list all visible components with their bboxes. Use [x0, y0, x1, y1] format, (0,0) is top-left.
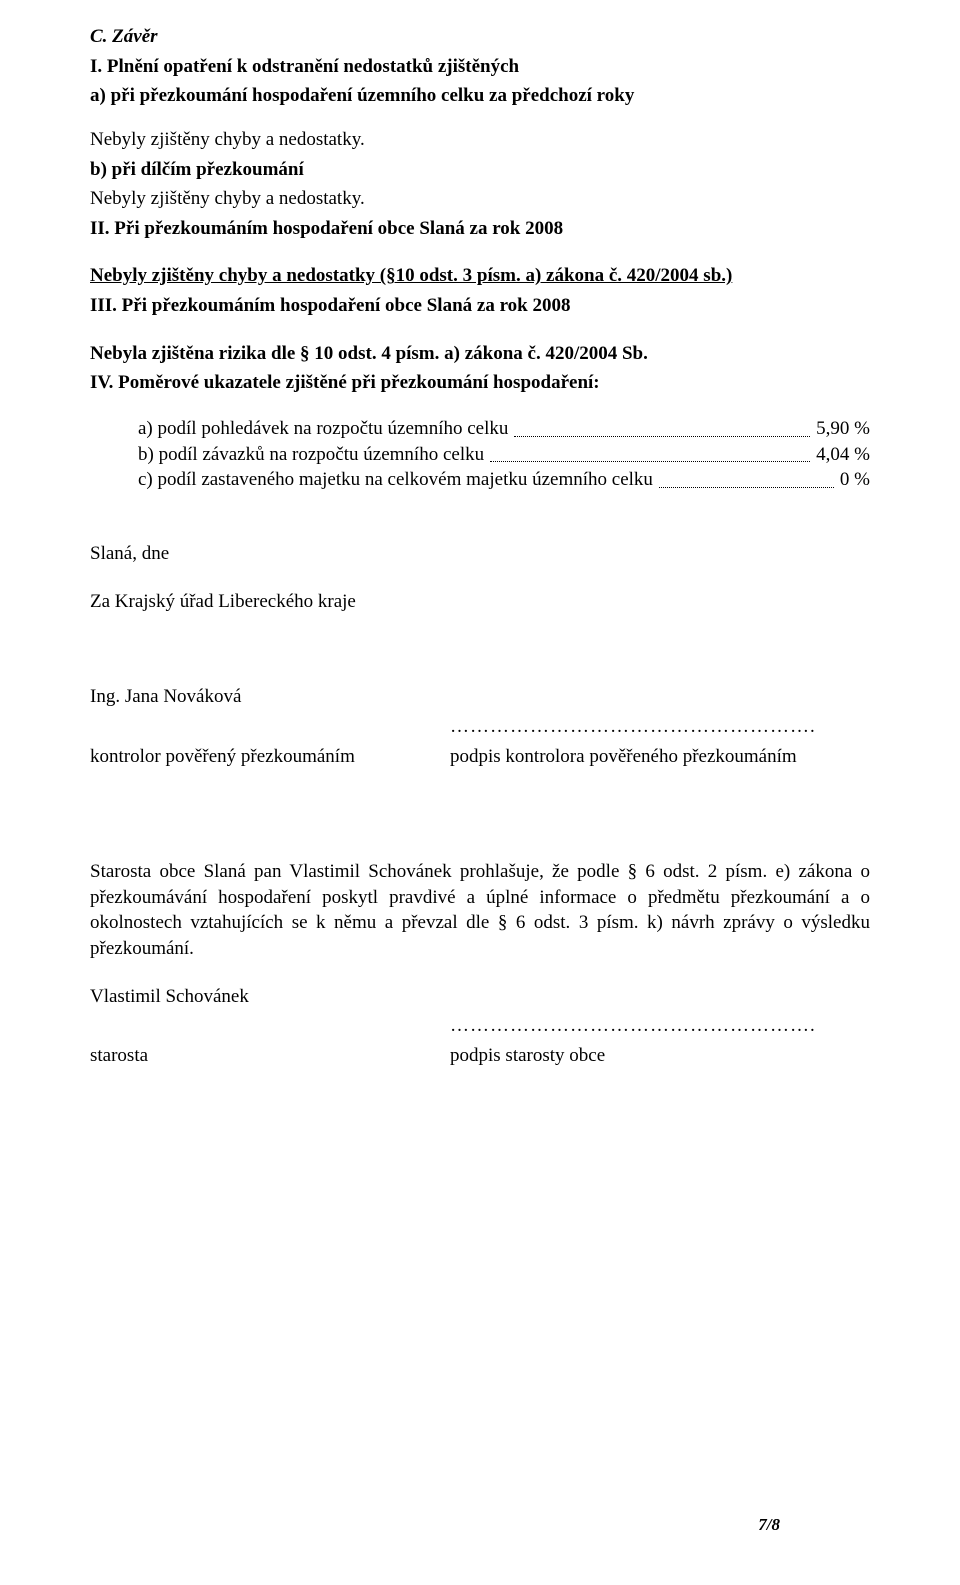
metric-label: c) podíl zastaveného majetku na celkovém… — [138, 467, 653, 493]
signature-caption-row: starosta podpis starosty obce — [90, 1043, 870, 1069]
metric-row: b) podíl závazků na rozpočtu územního ce… — [138, 442, 870, 468]
sec3-body: Nebyla zjištěna rizika dle § 10 odst. 4 … — [90, 341, 870, 367]
signer2-left — [90, 1013, 450, 1039]
signer2-role: starosta — [90, 1043, 450, 1069]
sec1-title: I. Plnění opatření k odstranění nedostat… — [90, 54, 870, 80]
sec2-title: II. Při přezkoumáním hospodaření obce Sl… — [90, 216, 870, 242]
signer1-name: Ing. Jana Nováková — [90, 684, 870, 710]
metric-dots — [514, 417, 810, 437]
signature-dots: ………………………………………………. — [450, 714, 870, 740]
declaration: Starosta obce Slaná pan Vlastimil Schová… — [90, 859, 870, 962]
sec1-b-body: Nebyly zjištěny chyby a nedostatky. — [90, 186, 870, 212]
office-line: Za Krajský úřad Libereckého kraje — [90, 589, 870, 615]
sec1-a-body: Nebyly zjištěny chyby a nedostatky. — [90, 127, 870, 153]
metric-row: c) podíl zastaveného majetku na celkovém… — [138, 467, 870, 493]
signer1-role: kontrolor pověřený přezkoumáním — [90, 744, 450, 770]
section-header: C. Závěr — [90, 24, 870, 50]
metric-row: a) podíl pohledávek na rozpočtu územního… — [138, 416, 870, 442]
signature-row: ………………………………………………. — [90, 714, 870, 740]
sec1-a-label: a) při přezkoumání hospodaření územního … — [90, 83, 870, 109]
sec2-body: Nebyly zjištěny chyby a nedostatky (§10 … — [90, 263, 870, 289]
metric-value: 0 % — [840, 467, 870, 493]
sec1-b-label: b) při dílčím přezkoumání — [90, 157, 870, 183]
signer1-caption: podpis kontrolora pověřeného přezkoumání… — [450, 744, 870, 770]
sec4-title: IV. Poměrové ukazatele zjištěné při přez… — [90, 370, 870, 396]
signature-dots: ………………………………………………. — [450, 1013, 870, 1039]
metric-dots — [659, 468, 834, 488]
metric-value: 5,90 % — [816, 416, 870, 442]
page-number: 7/8 — [758, 1514, 780, 1537]
metric-dots — [490, 442, 810, 462]
signer2-caption: podpis starosty obce — [450, 1043, 870, 1069]
metric-label: a) podíl pohledávek na rozpočtu územního… — [138, 416, 508, 442]
metric-value: 4,04 % — [816, 442, 870, 468]
signature-row: ………………………………………………. — [90, 1013, 870, 1039]
metric-label: b) podíl závazků na rozpočtu územního ce… — [138, 442, 484, 468]
signer1-left — [90, 714, 450, 740]
place-date: Slaná, dne — [90, 541, 870, 567]
signature-caption-row: kontrolor pověřený přezkoumáním podpis k… — [90, 744, 870, 770]
signer2-name: Vlastimil Schovánek — [90, 984, 870, 1010]
sec3-title: III. Při přezkoumáním hospodaření obce S… — [90, 293, 870, 319]
